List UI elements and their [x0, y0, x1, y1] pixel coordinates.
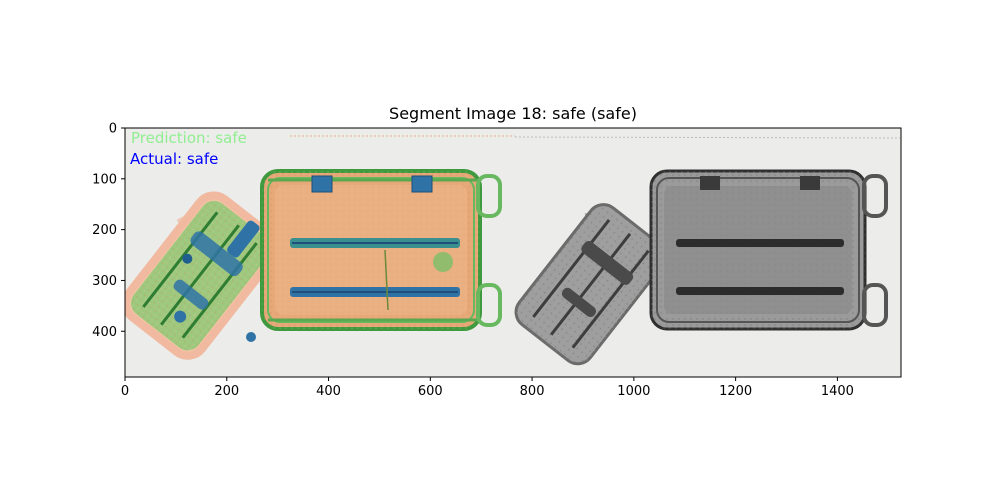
x-tick-label: 800 [520, 384, 545, 399]
x-axis: 0 200 400 600 800 1000 1200 1400 [121, 377, 854, 399]
y-tick-label: 100 [92, 172, 117, 187]
y-tick-label: 400 [92, 325, 117, 340]
prediction-label: Prediction: safe [131, 129, 247, 147]
actual-label: Actual: safe [130, 150, 218, 168]
tilted-bag-color [125, 191, 280, 360]
xray-image: Prediction: safe Actual: safe [125, 128, 901, 377]
x-tick-label: 200 [214, 384, 239, 399]
tilted-bag-gray [514, 203, 667, 366]
y-tick-label: 0 [109, 122, 117, 137]
x-tick-label: 600 [418, 384, 443, 399]
y-axis: 0 100 200 300 400 [92, 122, 125, 340]
y-tick-label: 300 [92, 274, 117, 289]
suitcase-gray [649, 169, 888, 331]
color-xray-view [125, 169, 502, 360]
plot-title: Segment Image 18: safe (safe) [389, 104, 637, 123]
suitcase-color [260, 169, 502, 331]
x-tick-label: 1200 [719, 384, 752, 399]
y-tick-label: 200 [92, 223, 117, 238]
grayscale-xray-view [514, 169, 888, 366]
x-tick-label: 0 [121, 384, 129, 399]
x-tick-label: 400 [316, 384, 341, 399]
x-tick-label: 1000 [617, 384, 650, 399]
x-tick-label: 1400 [821, 384, 854, 399]
axes-frame [124, 127, 902, 378]
